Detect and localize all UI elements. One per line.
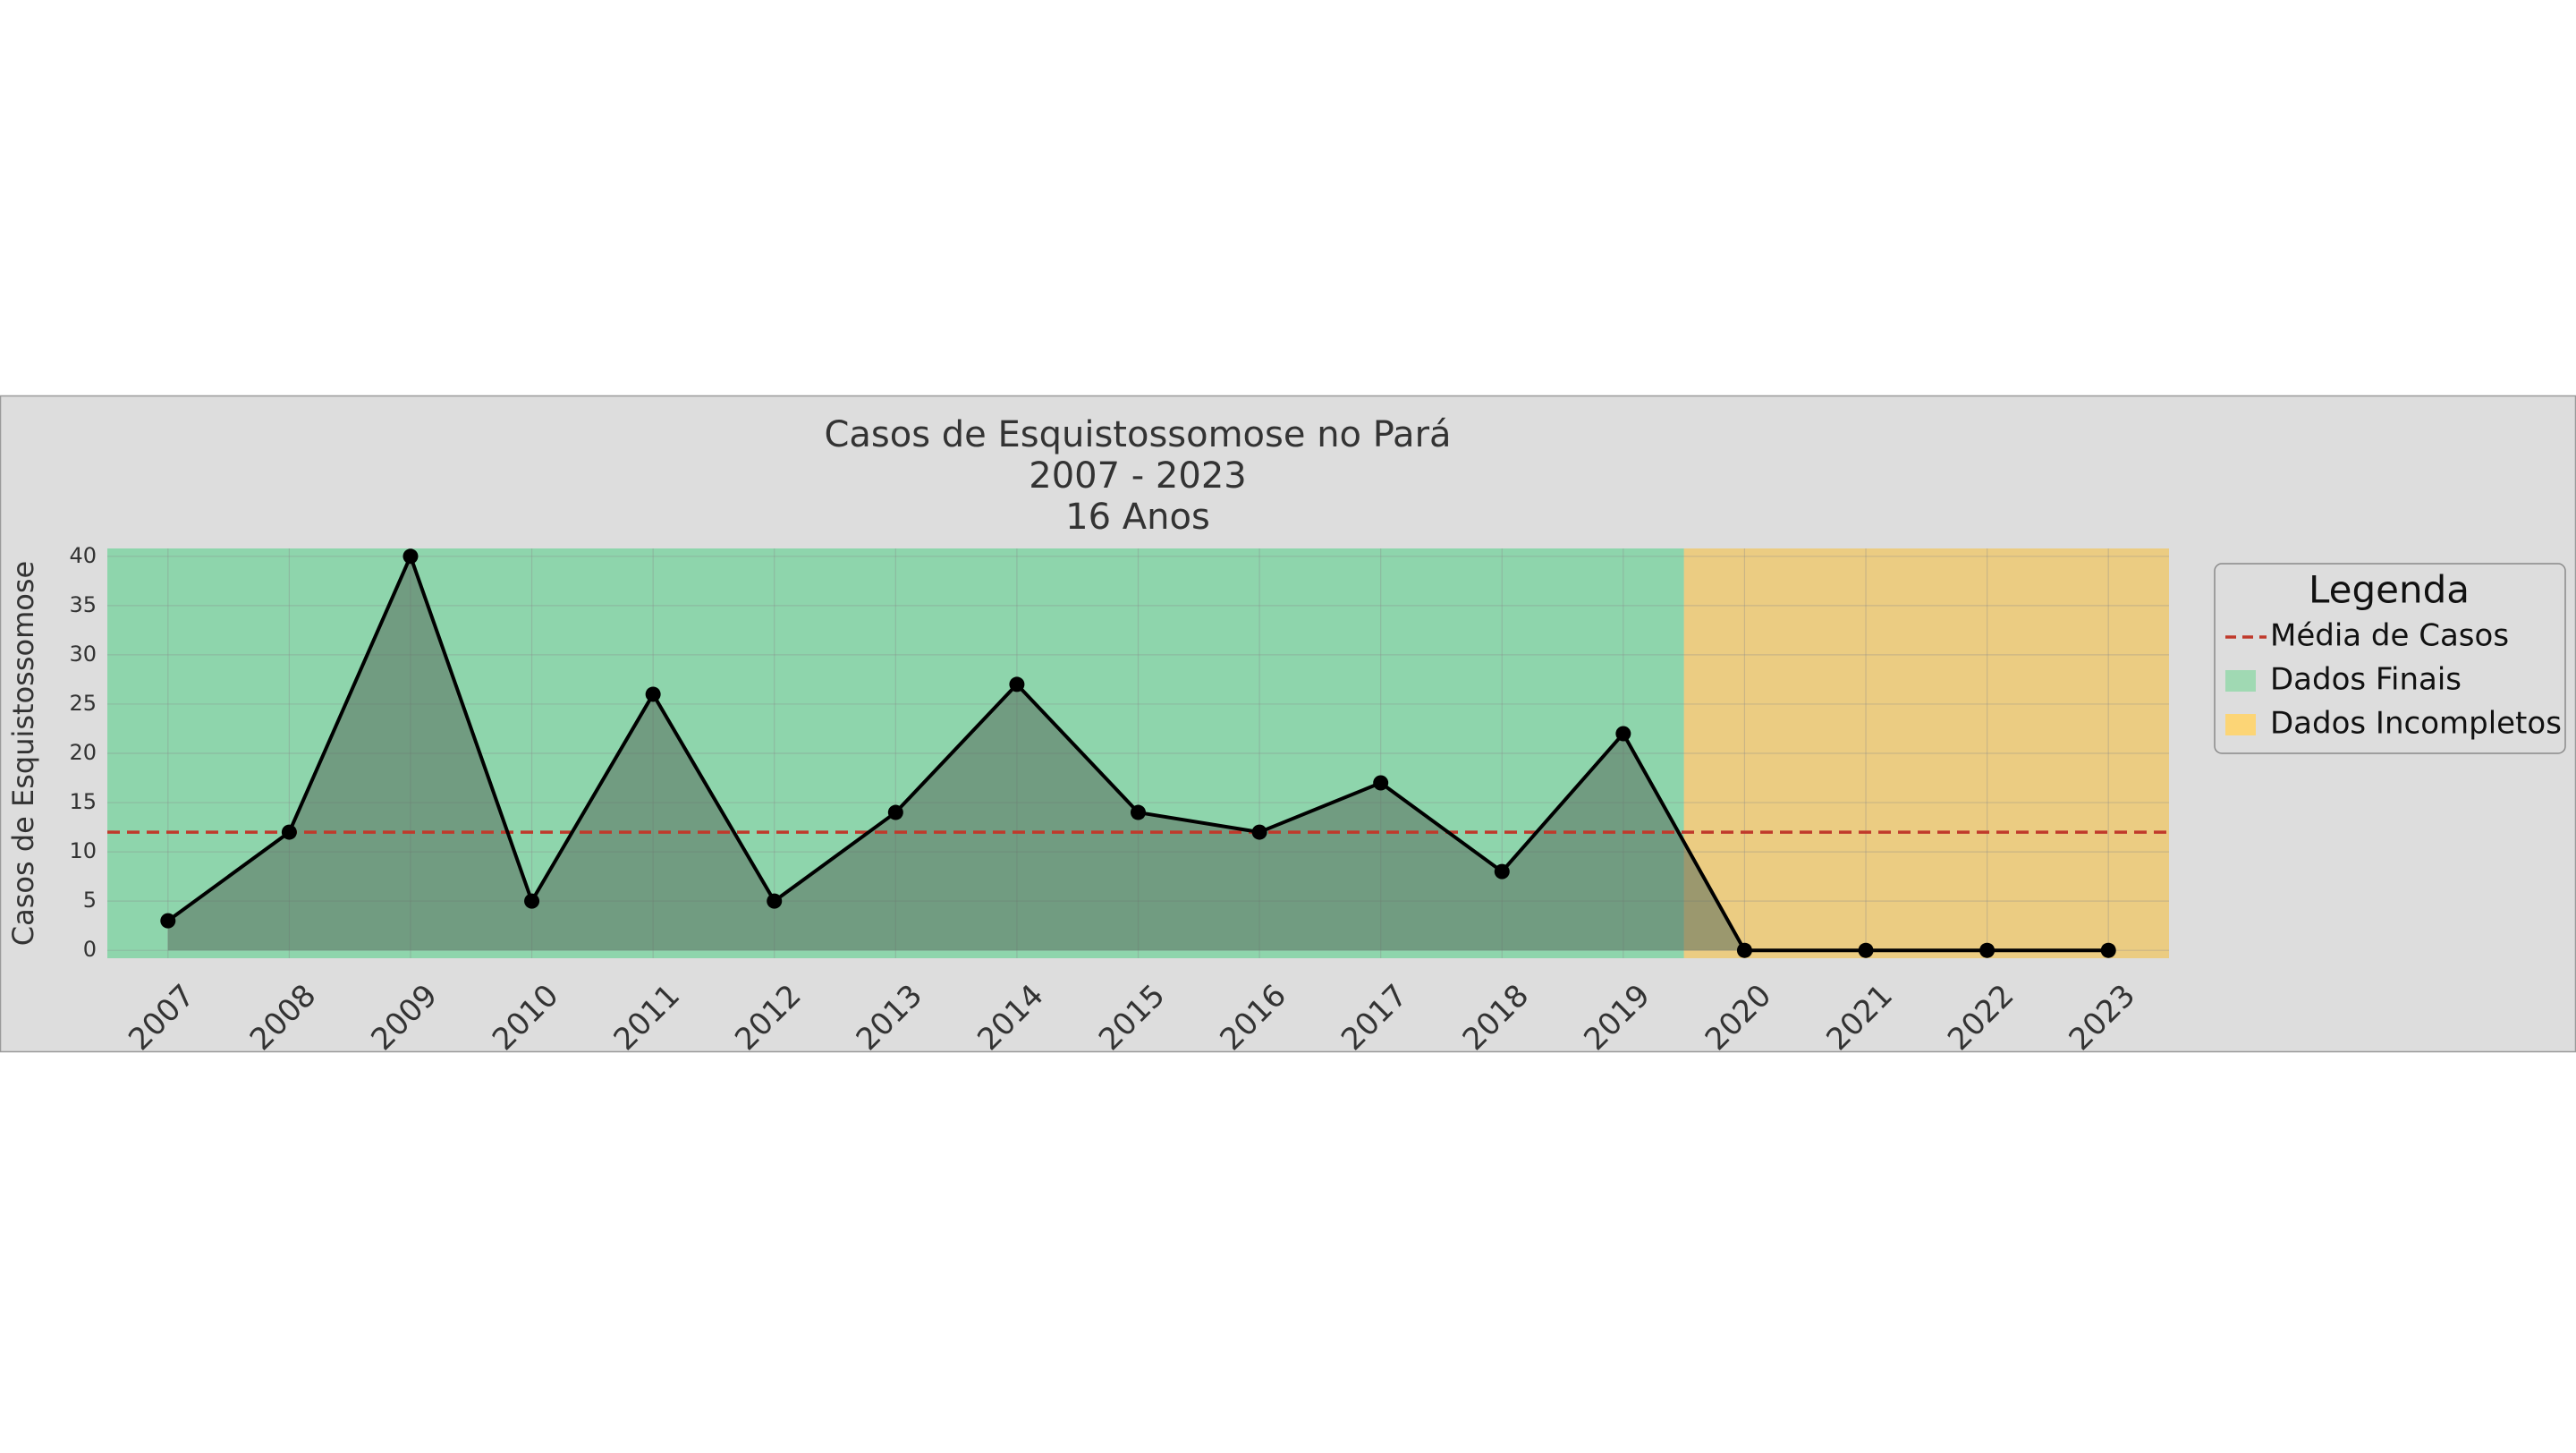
data-point [1979,942,1996,958]
data-point [2100,942,2116,958]
data-point [1009,676,1025,693]
data-point [1615,726,1631,742]
chart-title-line: Casos de Esquistossomose no Pará [824,414,1451,455]
y-tick-label: 30 [69,642,97,667]
legend-item-label: Dados Incompletos [2270,706,2562,742]
chart-title-line: 16 Anos [1065,497,1210,538]
data-point [1373,775,1389,791]
y-tick-label: 40 [69,543,97,568]
y-tick-label: 10 [69,838,97,863]
chart-title-line: 2007 - 2023 [1029,455,1246,497]
y-axis-label: Casos de Esquistossomose [6,561,40,946]
data-point [645,686,661,702]
legend-marker-dados-incompletos [2225,714,2256,735]
y-tick-label: 20 [69,740,97,765]
y-tick-label: 5 [83,888,97,913]
legend-item-label: Dados Finais [2270,662,2462,698]
region-dados-incompletos [1683,548,2169,958]
legend-marker-dados-finais [2225,670,2256,692]
data-point [402,548,419,565]
legend-title: Legenda [2309,568,2470,612]
y-tick-label: 35 [69,592,97,617]
data-point [160,913,176,929]
data-point [887,804,903,820]
data-point [1131,804,1146,820]
y-tick-label: 15 [69,789,97,814]
data-point [767,893,783,909]
legend: Legenda Média de Casos Dados Finais Dados I… [2214,563,2566,754]
y-tick-label: 0 [83,937,97,962]
data-point [1736,942,1752,958]
data-point [524,893,540,909]
data-point [1494,863,1510,879]
y-tick-label: 25 [69,691,97,716]
legend-item-label: Média de Casos [2270,618,2509,654]
data-point [281,824,297,840]
data-point [1251,824,1267,840]
data-point [1858,942,1874,958]
series-area [167,556,2109,951]
legend-box [2214,563,2566,754]
